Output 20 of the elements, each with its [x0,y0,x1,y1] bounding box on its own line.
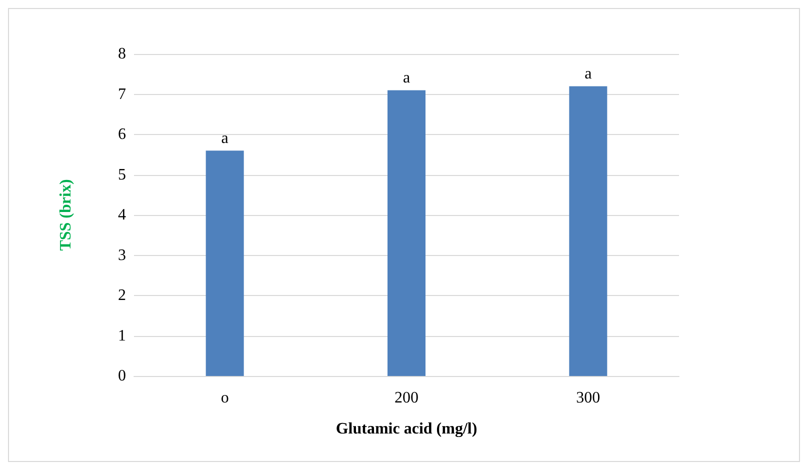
y-tick-label: 6 [118,126,126,143]
y-tick-label: 3 [118,246,126,264]
y-tick-label: 5 [118,166,126,184]
x-tick-label: 300 [576,390,600,406]
x-tick-label: 200 [394,390,418,406]
y-tick-label: 7 [118,86,126,103]
bar [206,150,244,376]
y-axis-title: TSS (brix) [58,179,74,251]
y-tick-label: 1 [118,327,126,344]
y-tick-label: 0 [118,368,126,384]
x-tick-label: o [220,390,229,406]
y-tick-label: 4 [118,206,126,224]
bar [569,86,608,376]
x-axis-title: Glutamic acid (mg/l) [336,420,478,438]
annotation: a [402,70,410,87]
bar [388,90,426,376]
y-tick-label: 2 [118,287,126,304]
annotation: a [584,66,592,83]
annotation: a [221,130,228,148]
y-tick-label: 8 [118,46,126,62]
